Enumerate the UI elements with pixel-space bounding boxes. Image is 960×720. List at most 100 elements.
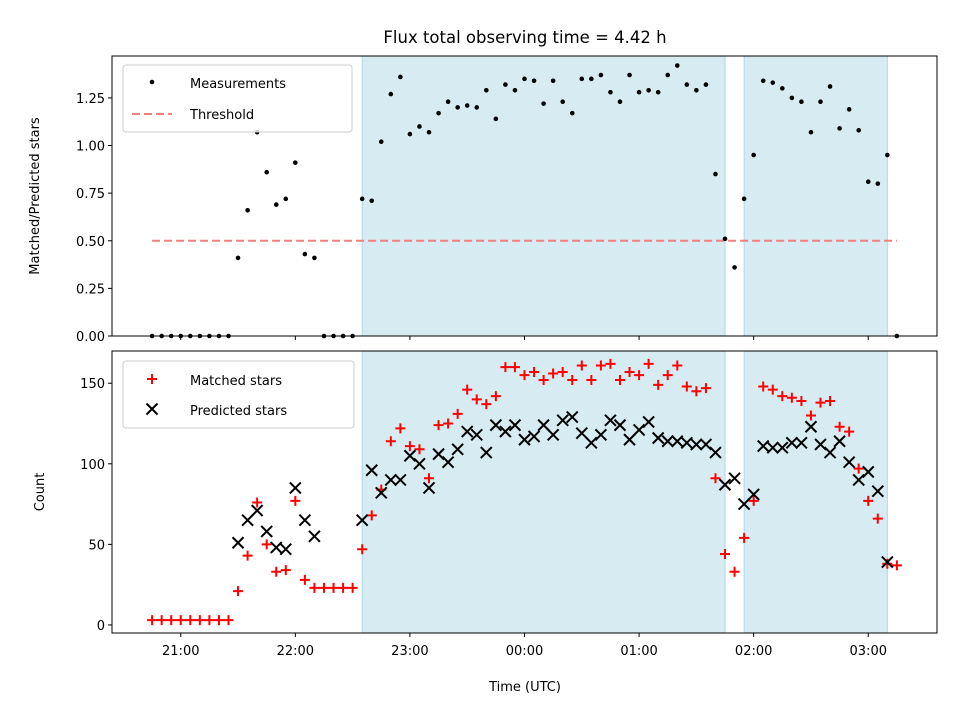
matched-star-point-73 [834,421,845,432]
predicted-star-point-63 [862,465,875,479]
measurement-point-32 [445,99,451,105]
predicted-star-point-52 [757,439,770,453]
matched-star-point-75 [853,463,864,474]
top-y-tick-label-2: 0.25 [76,282,105,297]
matched-star-point-74 [844,426,855,437]
matched-star-point-55 [662,370,673,381]
top-y-tick-label-3: 0.50 [76,235,105,250]
predicted-star-point-10 [355,513,369,527]
predicted-star-point-36 [604,414,617,427]
matched-star-point-8 [213,615,224,626]
measurement-point-24 [369,198,375,204]
matched-star-point-70 [805,410,816,421]
measurement-point-16 [293,160,298,165]
predicted-star-point-4 [260,525,273,538]
legend-threshold-label: Threshold [189,108,254,123]
measurement-point-23 [359,196,365,202]
measurement-point-67 [780,86,785,91]
predicted-star-point-40 [642,415,655,429]
predicted-star-point-3 [250,504,264,517]
matched-star-point-45 [567,375,578,386]
predicted-star-point-2 [241,513,254,527]
matched-star-point-50 [614,375,625,386]
measurement-point-11 [245,207,250,213]
measurement-point-41 [531,78,537,84]
bottom-y-ticks: 0 50 100 150 [80,377,112,634]
matched-star-point-51 [624,366,635,377]
matched-star-point-38 [500,362,511,373]
predicted-star-point-45 [690,438,703,451]
predicted-star-point-54 [776,441,789,454]
matched-star-point-61 [720,549,731,560]
matched-star-point-35 [471,394,482,405]
x-tick-label-1: 21:00 [162,644,199,659]
measurement-point-52 [636,89,642,95]
measurement-point-39 [512,87,518,93]
matched-star-point-59 [700,383,711,394]
count-panel: 0 50 100 150 21:00 22:00 23:00 00:00 01:00 02:00… [33,350,938,695]
top-y-tick-label-4: 0.75 [76,187,105,202]
measurement-point-70 [808,129,814,135]
matched-star-point-22 [347,582,358,593]
bottom-y-tick-label-4: 150 [80,377,105,392]
matched-star-point-36 [481,399,492,410]
bottom-y-axis-label: Count [33,473,48,512]
measurement-point-25 [378,139,384,145]
predicted-star-point-44 [680,436,694,450]
matched-star-point-47 [586,375,597,386]
x-tick-label-6: 02:00 [735,644,772,659]
ratio-panel: 0.00 0.25 0.50 0.75 1.00 1.25 Matched/Predict… [28,55,938,345]
predicted-star-point-5 [270,541,283,554]
predicted-star-point-53 [766,441,779,454]
predicted-star-point-41 [651,431,665,445]
predicted-star-point-38 [623,433,636,446]
measurement-point-55 [665,72,671,78]
measurement-point-33 [455,105,460,110]
matched-star-point-69 [796,395,807,406]
measurement-point-28 [407,131,413,137]
predicted-star-point-21 [461,425,474,438]
measurement-point-66 [770,80,776,85]
matched-star-point-17 [299,574,310,585]
matched-star-point-4 [175,615,186,626]
matched-star-point-30 [424,473,435,484]
x-tick-label-7: 03:00 [850,644,887,659]
legend-matched-marker [147,374,157,384]
matched-star-point-24 [366,510,377,521]
matched-star-point-3 [166,615,177,626]
measurement-point-46 [579,76,585,82]
matched-star-point-77 [872,513,883,524]
bottom-legend-box [122,360,355,429]
predicted-star-point-65 [881,555,894,569]
predicted-star-point-19 [441,455,455,469]
matched-star-point-18 [309,582,320,593]
matched-star-point-14 [271,566,282,577]
top-x-ticks [180,336,869,340]
predicted-star-point-47 [709,446,722,459]
matched-star-point-37 [490,391,501,402]
legend-measurements-marker [149,79,155,85]
matched-star-point-66 [767,384,778,395]
predicted-star-point-51 [747,488,760,501]
bottom-shaded-region-2 [743,350,888,634]
matched-star-point-9 [223,615,234,626]
predicted-star-point-50 [737,497,751,511]
predicted-star-point-61 [842,455,856,469]
top-shaded-regions [361,55,888,337]
measurement-point-18 [312,255,317,261]
measurement-point-63 [741,196,747,202]
x-tick-label-5: 01:00 [620,644,657,659]
top-y-axis-label: Matched/Predicted stars [28,117,43,275]
matched-star-point-44 [557,366,568,377]
predicted-star-point-60 [833,435,846,448]
matched-star-point-64 [748,495,759,506]
matched-star-point-76 [863,495,874,506]
predicted-star-point-6 [279,542,292,556]
predicted-star-point-15 [403,449,417,462]
matched-star-point-71 [815,397,826,408]
predicted-star-point-7 [289,481,302,495]
matched-star-point-32 [443,418,454,429]
measurement-point-43 [550,78,556,84]
predicted-star-point-13 [384,473,398,487]
matched-star-point-79 [891,560,902,571]
